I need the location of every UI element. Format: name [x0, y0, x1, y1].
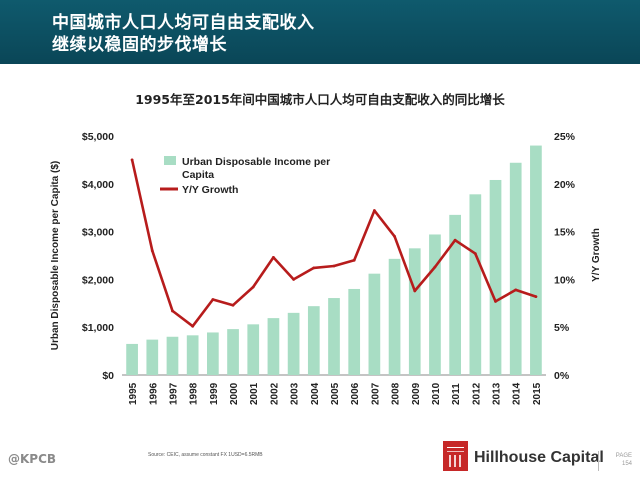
growth-point-2006 [352, 258, 356, 262]
bar-2009 [408, 248, 421, 375]
x-tick-label: 2004 [310, 382, 321, 405]
x-tick-label: 2008 [391, 382, 402, 405]
y-right-tick-label: 15% [554, 227, 576, 239]
header-title-line1: 中国城市人口人均可自由支配收入 [52, 13, 315, 33]
growth-point-2009 [413, 289, 417, 293]
header-title-line2: 继续以稳固的步伐增长 [52, 35, 227, 55]
growth-point-2004 [312, 266, 316, 270]
x-tick-label: 1998 [189, 382, 200, 405]
growth-point-1996 [150, 249, 154, 253]
bar-1998 [186, 335, 199, 375]
bar-2013 [489, 179, 502, 375]
page-label: PAGE [615, 453, 632, 459]
bar-1999 [207, 332, 219, 375]
x-tick-label: 2011 [451, 383, 462, 405]
axes-layer: $0 $1,000 $2,000 $3,000 $4,000 $5,000 0% 5% 10% 1… [50, 131, 602, 405]
bar-2014 [509, 162, 522, 375]
legend-bar-label-line2: Capita [182, 169, 214, 181]
y-right-tick-label: 10% [554, 274, 576, 286]
bar-2007 [368, 273, 381, 375]
bar-2011 [449, 214, 461, 375]
growth-point-1999 [211, 298, 215, 301]
bar-1995 [126, 343, 138, 375]
growth-point-1995 [130, 158, 134, 162]
y-left-tick-label: $1,000 [82, 322, 114, 334]
legend-line-label: Y/Y Growth [182, 184, 238, 196]
growth-point-1997 [171, 309, 174, 313]
growth-point-2015 [534, 295, 538, 299]
y-right-tick-label: 25% [554, 131, 576, 143]
growth-point-2007 [372, 209, 376, 212]
bar-2008 [388, 258, 401, 375]
y-left-tick-label: $0 [102, 370, 114, 382]
growth-point-2014 [514, 288, 518, 292]
x-tick-label: 1999 [209, 382, 220, 405]
legend-bar-label-line1: Urban Disposable Income per [182, 156, 330, 168]
x-tick-label: 1997 [168, 382, 179, 405]
x-tick-label: 2012 [471, 382, 482, 405]
bar-2000 [227, 329, 239, 375]
x-tick-label: 2015 [532, 382, 543, 405]
chart-title: 1995年至2015年间中国城市人口人均可自由支配收入的同比增长 [135, 92, 505, 107]
y-left-tick-label: $5,000 [82, 131, 114, 143]
y-right-tick-label: 0% [554, 370, 570, 382]
watermark-text: @KPCB [8, 452, 57, 466]
growth-point-2003 [292, 278, 296, 281]
growth-line-layer [130, 158, 538, 328]
growth-point-1998 [191, 324, 195, 328]
growth-point-2002 [272, 256, 275, 259]
growth-point-2013 [494, 299, 497, 303]
growth-point-2001 [251, 285, 255, 289]
growth-point-2012 [473, 252, 477, 255]
x-tick-label: 1995 [128, 382, 139, 405]
brand-name: Hillhouse Capital [474, 449, 604, 466]
growth-point-2005 [332, 264, 336, 268]
bar-2015 [530, 145, 542, 375]
y-left-tick-label: $2,000 [82, 274, 114, 286]
growth-point-2000 [231, 303, 235, 307]
y-right-axis-title: Y/Y Growth [591, 228, 602, 282]
bar-2012 [469, 194, 482, 375]
x-tick-label: 1996 [148, 382, 159, 405]
y-left-tick-label: $4,000 [82, 179, 114, 191]
x-tick-label: 2002 [269, 382, 280, 405]
x-tick-label: 2001 [249, 382, 260, 405]
page-indicator: PAGE 154 [602, 452, 632, 468]
bar-1997 [166, 336, 179, 375]
x-tick-label: 2010 [431, 382, 442, 405]
source-note: Source: CEIC, assume constant FX 1USD=6.… [148, 452, 263, 458]
y-left-tick-label: $3,000 [82, 227, 114, 239]
hillhouse-logo-icon [443, 441, 468, 471]
bars-layer [126, 145, 542, 375]
x-tick-label: 2006 [350, 382, 361, 405]
bar-2005 [328, 298, 340, 375]
x-tick-label: 2000 [229, 382, 240, 405]
x-tick-label: 2013 [492, 382, 503, 405]
pager-divider [598, 451, 599, 471]
bar-1996 [146, 339, 159, 375]
y-right-tick-label: 20% [554, 179, 576, 191]
y-right-tick-label: 5% [554, 322, 570, 334]
x-tick-label: 2003 [290, 382, 301, 405]
bar-2006 [348, 288, 361, 375]
x-tick-label: 2009 [411, 382, 422, 405]
growth-point-2010 [433, 265, 437, 269]
x-tick-label: 2014 [512, 382, 523, 405]
bar-2004 [307, 306, 320, 375]
bar-2001 [247, 324, 260, 375]
y-left-axis-title: Urban Disposable Income per Capita ($) [50, 161, 61, 351]
page-number: 154 [621, 461, 632, 467]
x-tick-label: 2005 [330, 382, 341, 405]
header-bar: 中国城市人口人均可自由支配收入 继续以稳固的步伐增长 [0, 0, 640, 64]
bar-2010 [429, 234, 441, 375]
legend-bar-swatch [164, 156, 176, 165]
x-tick-label: 2007 [370, 382, 381, 405]
bar-2002 [267, 318, 280, 375]
growth-point-2008 [393, 234, 396, 238]
growth-point-2011 [453, 238, 457, 242]
bar-2003 [287, 312, 300, 375]
